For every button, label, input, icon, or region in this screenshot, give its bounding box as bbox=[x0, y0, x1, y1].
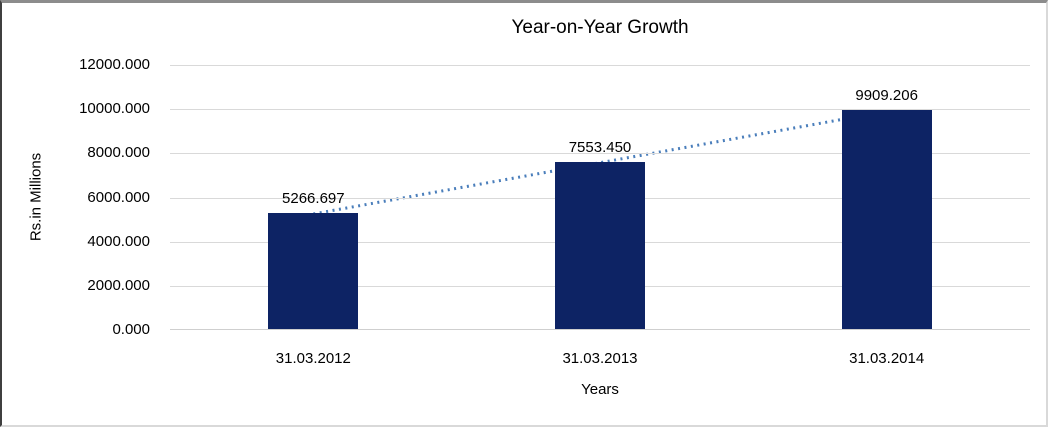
bar-value-label: 5266.697 bbox=[282, 189, 345, 207]
gridline bbox=[170, 109, 1030, 111]
bar-value-label: 7553.450 bbox=[568, 139, 632, 157]
y-tick-label: 6000.000 bbox=[87, 188, 150, 206]
gridline bbox=[170, 153, 1030, 155]
bar bbox=[841, 110, 932, 329]
y-tick-label: 12000.000 bbox=[79, 56, 150, 73]
x-tick-label: 31.03.2014 bbox=[849, 350, 925, 367]
y-tick-label: 2000.000 bbox=[87, 276, 150, 294]
bar bbox=[268, 212, 359, 329]
chart-title: Year-on-Year Growth bbox=[511, 17, 689, 38]
x-axis-line bbox=[170, 329, 1030, 330]
y-tick-label: 4000.000 bbox=[87, 232, 150, 250]
x-axis-labels: 31.03.2012 31.03.2013 31.03.2014 bbox=[170, 349, 1030, 369]
bar-value-label: 9909.206 bbox=[855, 87, 918, 105]
x-tick-label: 31.03.2012 bbox=[275, 350, 351, 367]
bar bbox=[555, 162, 645, 329]
y-tick-label: 10000.000 bbox=[79, 100, 150, 118]
plot-area: 5266.697 7553.450 9909.206 bbox=[170, 65, 1030, 330]
y-tick-label: 0.000 bbox=[112, 321, 150, 338]
y-tick-label: 8000.000 bbox=[87, 144, 150, 162]
gridline bbox=[170, 65, 1030, 66]
y-axis-labels: 12000.000 10000.000 8000.000 6000.000 4000.0… bbox=[2, 3, 160, 425]
x-axis-title: Years bbox=[581, 381, 619, 398]
x-tick-label: 31.03.2013 bbox=[562, 350, 638, 367]
